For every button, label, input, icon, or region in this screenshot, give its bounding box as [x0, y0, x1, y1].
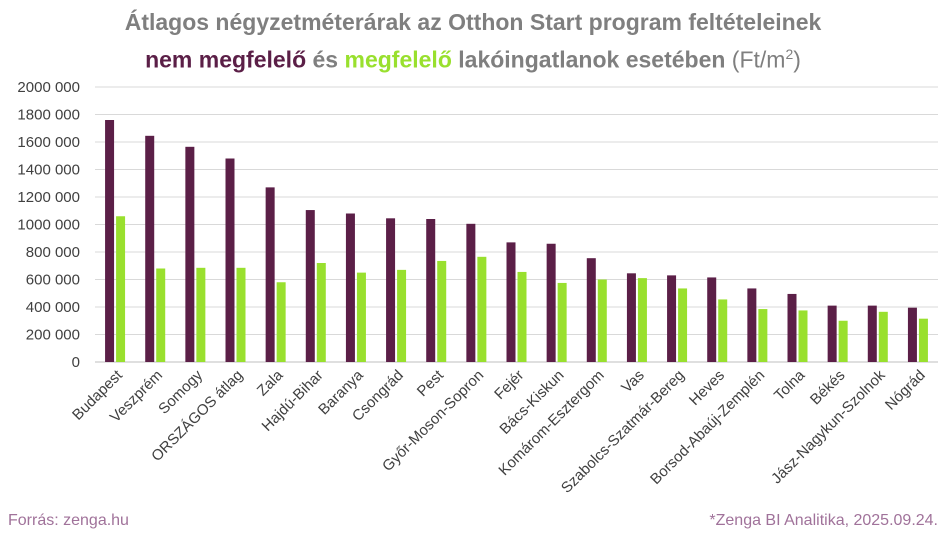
- bar-megfelelo: [437, 261, 446, 362]
- bar-nem-megfelelo: [226, 159, 235, 363]
- y-tick-label: 1200 000: [17, 189, 80, 206]
- bar-megfelelo: [196, 268, 205, 362]
- bar-nem-megfelelo: [707, 277, 716, 362]
- bar-nem-megfelelo: [426, 219, 435, 362]
- y-tick-label: 600 000: [26, 272, 80, 289]
- y-tick-label: 2000 000: [17, 79, 80, 96]
- bar-megfelelo: [397, 270, 406, 362]
- bar-nem-megfelelo: [667, 275, 676, 362]
- bar-megfelelo: [638, 278, 647, 362]
- y-tick-label: 1800 000: [17, 107, 80, 124]
- x-tick-label: Vas: [618, 367, 648, 397]
- bar-nem-megfelelo: [507, 242, 516, 362]
- bar-megfelelo: [558, 283, 567, 362]
- x-tick-label: Pest: [414, 366, 448, 400]
- source-label: Forrás: zenga.hu: [8, 512, 129, 530]
- bar-megfelelo: [598, 280, 607, 363]
- bar-megfelelo: [879, 312, 888, 362]
- x-tick-label: Zala: [254, 366, 287, 399]
- bar-megfelelo: [758, 309, 767, 362]
- bar-megfelelo: [477, 257, 486, 362]
- bar-nem-megfelelo: [145, 136, 154, 362]
- y-tick-label: 0: [72, 354, 80, 371]
- bar-megfelelo: [919, 319, 928, 362]
- y-tick-label: 1400 000: [17, 162, 80, 179]
- bar-nem-megfelelo: [386, 218, 395, 362]
- y-tick-label: 1600 000: [17, 134, 80, 151]
- bar-megfelelo: [116, 216, 125, 362]
- bar-nem-megfelelo: [788, 294, 797, 362]
- y-tick-label: 1000 000: [17, 217, 80, 234]
- bar-megfelelo: [357, 273, 366, 362]
- bar-nem-megfelelo: [747, 288, 756, 362]
- bar-nem-megfelelo: [828, 306, 837, 362]
- bar-nem-megfelelo: [587, 258, 596, 362]
- bar-nem-megfelelo: [547, 244, 556, 362]
- credit-label: *Zenga BI Analitika, 2025.09.24.: [709, 512, 938, 530]
- x-tick-label: Nógrád: [882, 367, 929, 414]
- x-tick-label: Tolna: [771, 366, 809, 404]
- bar-megfelelo: [518, 272, 527, 362]
- bar-nem-megfelelo: [466, 224, 475, 362]
- bar-nem-megfelelo: [105, 120, 114, 362]
- bar-megfelelo: [799, 310, 808, 362]
- bar-nem-megfelelo: [868, 306, 877, 362]
- y-tick-label: 400 000: [26, 299, 80, 316]
- bar-megfelelo: [678, 288, 687, 362]
- bar-nem-megfelelo: [185, 147, 194, 362]
- y-tick-label: 800 000: [26, 244, 80, 261]
- bar-megfelelo: [317, 263, 326, 362]
- y-tick-label: 200 000: [26, 327, 80, 344]
- bar-megfelelo: [237, 268, 246, 362]
- bar-nem-megfelelo: [908, 308, 917, 362]
- bar-megfelelo: [277, 282, 286, 362]
- bar-nem-megfelelo: [627, 273, 636, 362]
- bar-nem-megfelelo: [266, 187, 275, 362]
- bar-megfelelo: [718, 299, 727, 362]
- bar-chart: 0 200 000 400 000 600 000 800 000 1000 000 120…: [0, 0, 946, 510]
- bar-megfelelo: [839, 321, 848, 362]
- x-tick-label: Fejér: [491, 367, 527, 403]
- bar-nem-megfelelo: [346, 214, 355, 363]
- bar-nem-megfelelo: [306, 210, 315, 362]
- bar-megfelelo: [156, 269, 165, 363]
